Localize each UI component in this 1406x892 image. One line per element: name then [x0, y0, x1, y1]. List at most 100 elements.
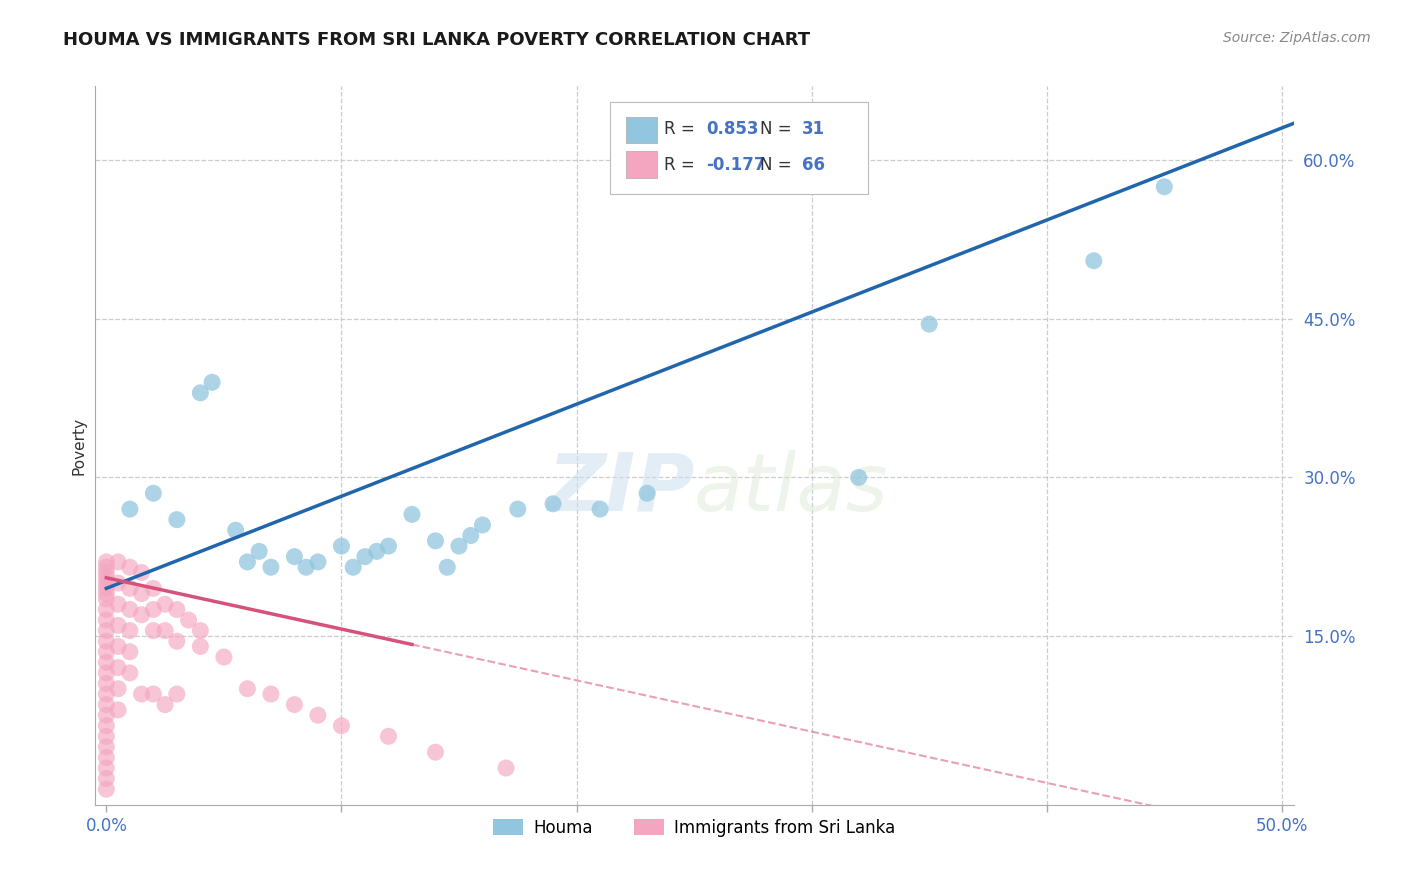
Text: ZIP: ZIP: [547, 450, 695, 528]
Point: [425, 745, 447, 759]
Point: [283, 549, 305, 564]
Point: [96, 761, 118, 775]
Point: [96, 772, 118, 786]
Point: [848, 470, 870, 484]
Point: [96, 566, 118, 580]
Point: [96, 613, 118, 627]
Point: [142, 624, 165, 638]
Point: [460, 528, 482, 542]
Point: [96, 708, 118, 723]
Point: [201, 376, 224, 390]
Point: [96, 624, 118, 638]
Point: [107, 660, 129, 674]
Point: [96, 645, 118, 659]
Point: [118, 645, 141, 659]
Text: R =: R =: [664, 156, 695, 174]
Point: [506, 502, 529, 516]
Text: N =: N =: [761, 120, 792, 137]
Point: [1153, 179, 1175, 194]
Point: [377, 539, 399, 553]
Text: atlas: atlas: [695, 450, 889, 528]
Point: [96, 698, 118, 712]
Point: [118, 502, 141, 516]
Point: [131, 687, 153, 701]
Point: [107, 703, 129, 717]
Point: [107, 597, 129, 611]
Point: [96, 582, 118, 596]
Point: [153, 597, 176, 611]
Point: [471, 518, 494, 533]
Point: [541, 497, 564, 511]
Point: [354, 549, 377, 564]
Point: [118, 560, 141, 574]
Point: [96, 634, 118, 648]
Point: [96, 676, 118, 690]
Point: [107, 681, 129, 696]
Point: [107, 640, 129, 654]
Text: 31: 31: [801, 120, 825, 137]
Point: [330, 719, 353, 733]
Point: [131, 607, 153, 622]
Point: [177, 613, 200, 627]
Point: [107, 555, 129, 569]
Point: [142, 687, 165, 701]
Point: [166, 602, 188, 616]
Point: [366, 544, 388, 558]
Point: [307, 708, 329, 723]
Point: [96, 555, 118, 569]
Point: [401, 508, 423, 522]
Point: [307, 555, 329, 569]
Text: -0.177: -0.177: [706, 156, 766, 174]
Text: N =: N =: [761, 156, 792, 174]
Point: [260, 687, 283, 701]
Point: [96, 587, 118, 601]
Point: [96, 750, 118, 764]
Point: [142, 582, 165, 596]
Point: [295, 560, 318, 574]
Point: [447, 539, 470, 553]
Point: [260, 560, 283, 574]
Point: [118, 665, 141, 680]
Legend: Houma, Immigrants from Sri Lanka: Houma, Immigrants from Sri Lanka: [486, 812, 903, 844]
Point: [342, 560, 364, 574]
Point: [190, 640, 212, 654]
Point: [166, 513, 188, 527]
Point: [96, 591, 118, 606]
FancyBboxPatch shape: [626, 117, 657, 143]
Text: 66: 66: [801, 156, 825, 174]
Point: [636, 486, 658, 500]
Point: [96, 571, 118, 585]
Point: [142, 486, 165, 500]
Point: [142, 602, 165, 616]
Point: [96, 656, 118, 670]
Point: [236, 555, 259, 569]
Point: [166, 687, 188, 701]
Point: [330, 539, 353, 553]
Point: [153, 624, 176, 638]
Point: [96, 560, 118, 574]
Point: [96, 602, 118, 616]
Point: [190, 385, 212, 400]
Point: [377, 729, 399, 743]
Point: [236, 681, 259, 696]
Text: Source: ZipAtlas.com: Source: ZipAtlas.com: [1223, 31, 1371, 45]
Point: [96, 719, 118, 733]
Point: [436, 560, 458, 574]
Point: [918, 317, 941, 331]
Point: [283, 698, 305, 712]
Point: [131, 587, 153, 601]
FancyBboxPatch shape: [626, 151, 657, 178]
Point: [153, 698, 176, 712]
Text: 0.853: 0.853: [706, 120, 759, 137]
FancyBboxPatch shape: [610, 103, 868, 194]
Y-axis label: Poverty: Poverty: [72, 417, 86, 475]
Point: [118, 624, 141, 638]
Text: HOUMA VS IMMIGRANTS FROM SRI LANKA POVERTY CORRELATION CHART: HOUMA VS IMMIGRANTS FROM SRI LANKA POVER…: [63, 31, 810, 49]
Point: [166, 634, 188, 648]
Point: [131, 566, 153, 580]
Point: [118, 602, 141, 616]
Point: [96, 739, 118, 754]
Point: [96, 729, 118, 743]
Point: [212, 650, 235, 665]
Point: [247, 544, 270, 558]
